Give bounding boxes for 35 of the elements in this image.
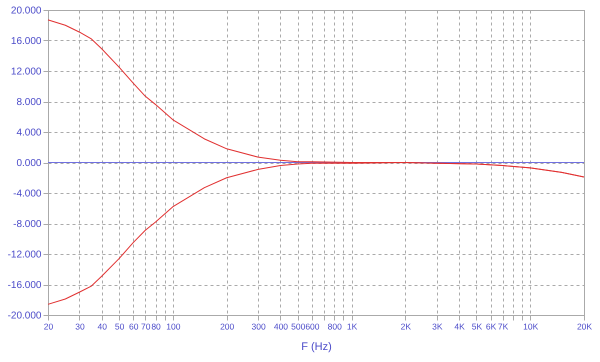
x-tick-label: 2K [400, 322, 412, 332]
x-tick-label: 20K [576, 322, 592, 332]
y-tick-label: -20.000 [8, 310, 42, 322]
x-tick-label: 50 [114, 322, 125, 332]
y-tick-label: -4.000 [13, 188, 42, 200]
x-tick-label: 100 [166, 322, 181, 332]
y-tick-label: 8.000 [16, 97, 42, 108]
x-tick-label: 20 [44, 322, 54, 332]
y-tick-label: 16.000 [10, 36, 42, 47]
x-tick-label: 70 [140, 322, 151, 332]
y-tick-label: 20.000 [10, 6, 42, 16]
x-tick-label: 60 [129, 322, 139, 332]
y-tick-label: 4.000 [16, 128, 42, 138]
y-tick-label: 12.000 [10, 66, 42, 78]
y-tick-label: -8.000 [13, 219, 42, 230]
x-tick-label: 30 [75, 322, 85, 332]
x-tick-label: 3K [432, 322, 443, 332]
x-tick-label: 800 [328, 322, 342, 332]
x-tick-label: 80 [151, 322, 162, 332]
y-tick-label: -12.000 [8, 250, 42, 260]
y-tick-label: -16.000 [8, 280, 42, 291]
x-axis-title: F (Hz) [301, 341, 332, 353]
x-tick-label: 5K [472, 322, 482, 332]
x-tick-label: 400 [274, 322, 288, 332]
x-tick-label: 4K [454, 322, 466, 332]
x-tick-label: 1K [346, 322, 358, 332]
x-tick-label: 500 [291, 322, 306, 332]
x-tick-label: 600 [305, 322, 320, 332]
x-tick-label: 40 [98, 322, 108, 332]
x-tick-label: 10K [523, 322, 539, 332]
y-tick-label: 0.000 [16, 158, 42, 169]
x-tick-label: 200 [220, 322, 235, 332]
x-tick-label: 7K [498, 322, 509, 332]
x-tick-label: 300 [252, 322, 266, 332]
x-tick-label: 6K [486, 322, 497, 332]
